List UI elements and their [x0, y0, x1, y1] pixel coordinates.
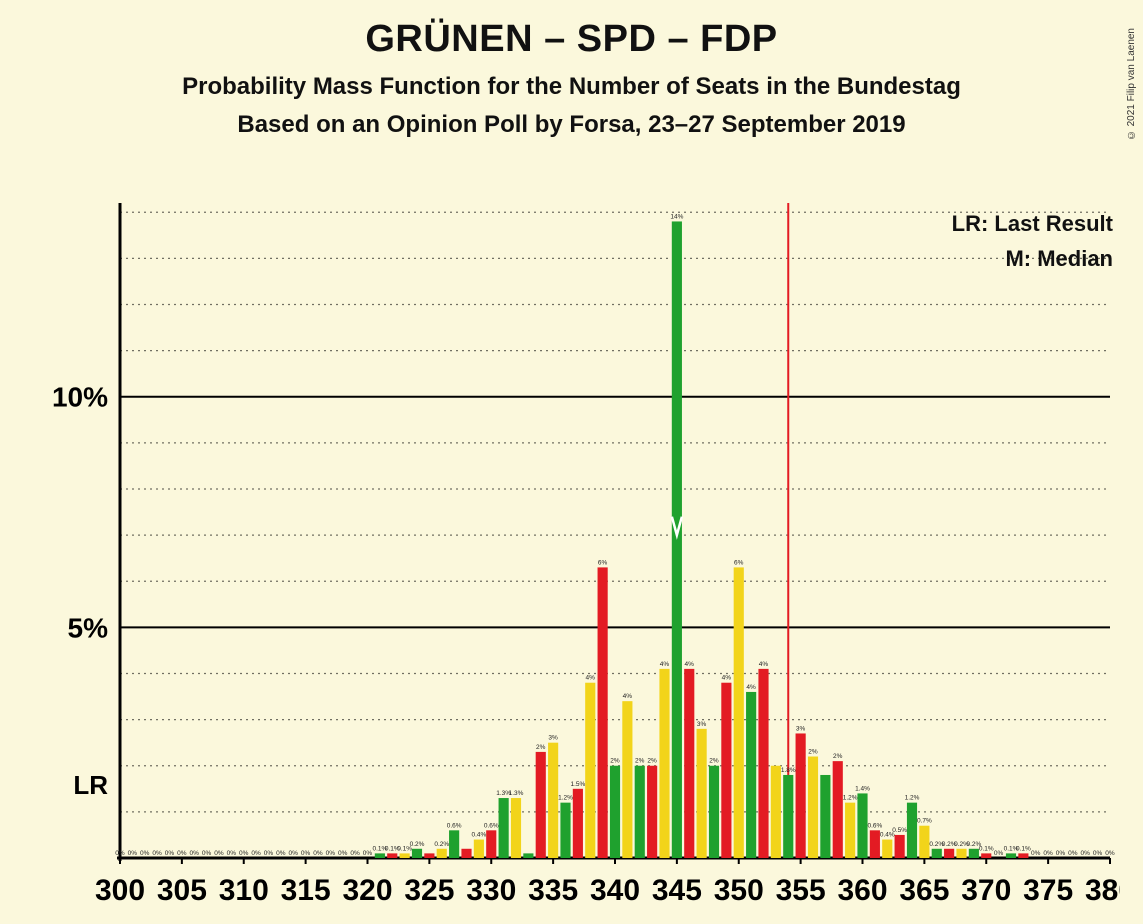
svg-text:340: 340: [590, 874, 640, 907]
svg-text:4%: 4%: [722, 675, 732, 682]
svg-text:360: 360: [837, 874, 887, 907]
svg-text:365: 365: [899, 874, 949, 907]
svg-text:1.2%: 1.2%: [843, 795, 858, 802]
svg-text:3%: 3%: [796, 725, 806, 732]
svg-text:4%: 4%: [746, 684, 756, 691]
svg-text:0%: 0%: [152, 850, 162, 857]
svg-text:325: 325: [404, 874, 454, 907]
svg-text:0%: 0%: [1105, 850, 1115, 857]
svg-text:300: 300: [95, 874, 145, 907]
svg-text:2%: 2%: [536, 744, 546, 751]
svg-text:0%: 0%: [994, 850, 1004, 857]
svg-text:0%: 0%: [326, 850, 336, 857]
svg-text:355: 355: [776, 874, 826, 907]
svg-text:0%: 0%: [165, 850, 175, 857]
svg-text:1.2%: 1.2%: [558, 795, 573, 802]
svg-text:0%: 0%: [128, 850, 138, 857]
svg-text:0%: 0%: [1056, 850, 1066, 857]
svg-text:0%: 0%: [264, 850, 274, 857]
svg-text:2%: 2%: [808, 749, 818, 756]
svg-text:0%: 0%: [140, 850, 150, 857]
svg-text:0.6%: 0.6%: [484, 822, 499, 829]
svg-text:1.4%: 1.4%: [855, 785, 870, 792]
svg-text:2%: 2%: [610, 758, 620, 765]
svg-text:0.1%: 0.1%: [1016, 845, 1031, 852]
copyright-label: © 2021 Filip van Laenen: [1126, 28, 1137, 140]
svg-text:305: 305: [157, 874, 207, 907]
svg-text:350: 350: [714, 874, 764, 907]
svg-text:0%: 0%: [301, 850, 311, 857]
svg-text:320: 320: [342, 874, 392, 907]
svg-text:0%: 0%: [227, 850, 237, 857]
svg-text:0%: 0%: [190, 850, 200, 857]
svg-text:0.2%: 0.2%: [434, 841, 449, 848]
svg-text:5%: 5%: [68, 612, 109, 643]
chart-title: GRÜNEN – SPD – FDP: [0, 18, 1143, 61]
svg-text:2%: 2%: [709, 758, 719, 765]
svg-text:0%: 0%: [350, 850, 360, 857]
svg-text:0.2%: 0.2%: [410, 841, 425, 848]
chart-svg: 5% 10% LR 300 305 310 315 320 325 330 335 340 345 350…: [40, 198, 1120, 924]
svg-text:370: 370: [961, 874, 1011, 907]
svg-text:4%: 4%: [660, 661, 670, 668]
svg-text:0.1%: 0.1%: [979, 845, 994, 852]
svg-text:0%: 0%: [313, 850, 323, 857]
svg-text:2%: 2%: [833, 753, 843, 760]
svg-text:2%: 2%: [635, 758, 645, 765]
chart-area: 5%10%LR300305310315320325330335340345350…: [40, 198, 1120, 898]
svg-text:380: 380: [1085, 874, 1120, 907]
svg-text:0%: 0%: [115, 850, 125, 857]
svg-text:4%: 4%: [623, 693, 633, 700]
svg-text:1.3%: 1.3%: [509, 790, 524, 797]
svg-text:2%: 2%: [647, 758, 657, 765]
svg-text:1.5%: 1.5%: [570, 781, 585, 788]
svg-text:335: 335: [528, 874, 578, 907]
svg-text:0%: 0%: [289, 850, 299, 857]
svg-text:310: 310: [219, 874, 269, 907]
svg-text:4%: 4%: [759, 661, 769, 668]
svg-text:330: 330: [466, 874, 516, 907]
svg-text:3%: 3%: [697, 721, 707, 728]
svg-text:4%: 4%: [586, 675, 596, 682]
svg-text:375: 375: [1023, 874, 1073, 907]
svg-text:0%: 0%: [177, 850, 187, 857]
svg-text:0%: 0%: [1081, 850, 1091, 857]
svg-text:10%: 10%: [52, 382, 108, 413]
svg-text:LR: LR: [73, 770, 108, 800]
svg-text:0.6%: 0.6%: [867, 822, 882, 829]
chart-subtitle-2: Based on an Opinion Poll by Forsa, 23–27…: [0, 111, 1143, 139]
svg-text:6%: 6%: [598, 559, 608, 566]
svg-text:0%: 0%: [338, 850, 348, 857]
svg-text:14%: 14%: [670, 213, 683, 220]
svg-text:0%: 0%: [1093, 850, 1103, 857]
chart-subtitle-1: Probability Mass Function for the Number…: [0, 73, 1143, 101]
svg-text:0.5%: 0.5%: [892, 827, 907, 834]
svg-text:0%: 0%: [276, 850, 286, 857]
svg-text:0.4%: 0.4%: [471, 832, 486, 839]
svg-text:0%: 0%: [214, 850, 224, 857]
svg-text:0%: 0%: [1031, 850, 1041, 857]
svg-text:0.6%: 0.6%: [447, 822, 462, 829]
svg-text:3%: 3%: [548, 735, 558, 742]
svg-text:0.7%: 0.7%: [917, 818, 932, 825]
svg-text:0%: 0%: [251, 850, 261, 857]
svg-text:0%: 0%: [202, 850, 212, 857]
svg-text:1.2%: 1.2%: [905, 795, 920, 802]
svg-text:4%: 4%: [685, 661, 695, 668]
svg-text:0%: 0%: [1043, 850, 1053, 857]
svg-text:1.8%: 1.8%: [781, 767, 796, 774]
svg-text:345: 345: [652, 874, 702, 907]
svg-text:6%: 6%: [734, 559, 744, 566]
svg-text:0%: 0%: [1068, 850, 1078, 857]
svg-text:0%: 0%: [363, 850, 373, 857]
svg-text:0%: 0%: [239, 850, 249, 857]
svg-text:315: 315: [281, 874, 331, 907]
